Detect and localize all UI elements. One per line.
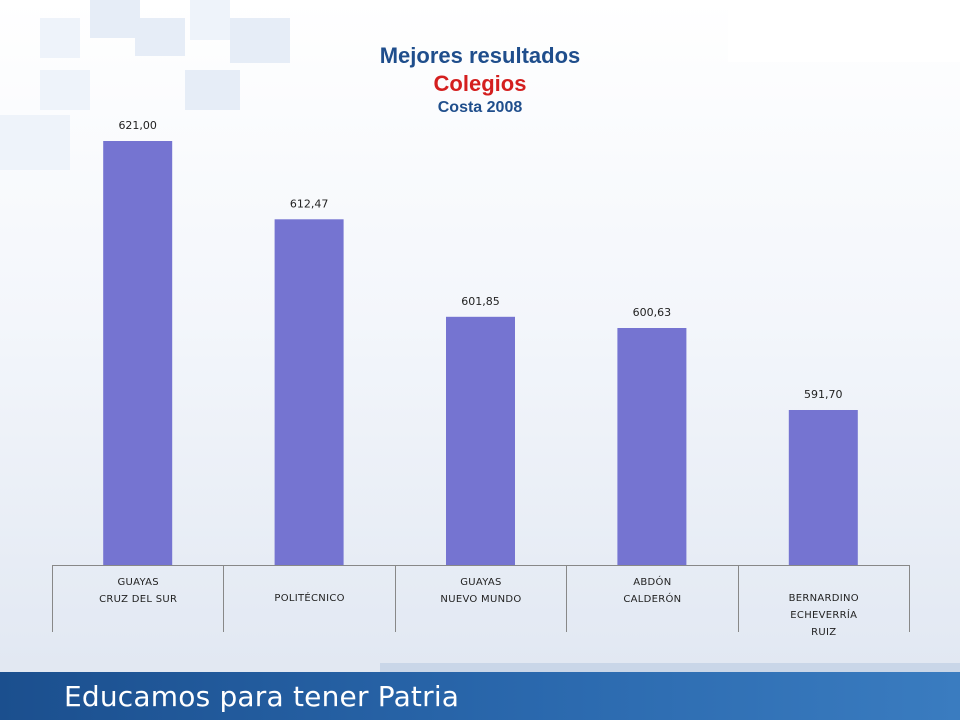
title-line-2: Colegios [433,71,527,96]
bar-value-label: 612,47 [290,197,329,210]
decor-square [230,18,290,63]
bar-value-label: 591,70 [804,388,843,401]
bar-value-label: 621,00 [118,119,157,132]
category-label-line: CRUZ DEL SUR [99,594,178,605]
title-line-3: Costa 2008 [437,99,523,116]
category-label-line: CALDERÓN [623,594,682,605]
decor-square [0,115,70,170]
bar [617,328,687,565]
category-label: BERNARDINO ECHEVERRÍA RUIZ [739,566,910,638]
top-right-panel [728,0,960,62]
decor-square [40,18,80,58]
category-label: GUAYAS NUEVO MUNDO [396,566,568,632]
footer-tagline: Educamos para tener Patria [64,680,460,713]
category-axis-table: GUAYAS CRUZ DEL SUR POLITÉCNICO GUAYAS NUEVO… [52,565,910,638]
category-label: ABDÓN CALDERÓN [567,566,739,632]
title-line-1: Mejores resultados [379,43,581,68]
category-label-line: ABDÓN [633,577,672,588]
footer-band [0,672,960,720]
category-label: POLITÉCNICO [224,566,396,632]
decor-square [135,18,185,56]
bar [103,141,173,565]
category-label-line: ECHEVERRÍA [790,610,858,621]
category-label-line: GUAYAS [460,577,502,588]
decor-square [185,70,240,110]
chart-title-block: Mejores resultados Colegios Costa 2008 [0,42,960,118]
bar-value-label: 601,85 [461,295,500,308]
category-label-line: GUAYAS [117,577,159,588]
decor-square [90,0,140,38]
bar-value-label: 600,63 [633,306,672,319]
decor-square [40,70,90,110]
category-label-line: RUIZ [811,627,837,638]
decor-square [190,0,230,40]
bar [788,410,858,565]
category-label-line: BERNARDINO [788,593,859,604]
category-label: GUAYAS CRUZ DEL SUR [53,566,225,632]
bar [446,316,515,565]
footer-stripe [380,663,960,672]
category-label-line: POLITÉCNICO [274,593,345,604]
bar [274,219,344,566]
category-label-line: NUEVO MUNDO [440,594,522,605]
